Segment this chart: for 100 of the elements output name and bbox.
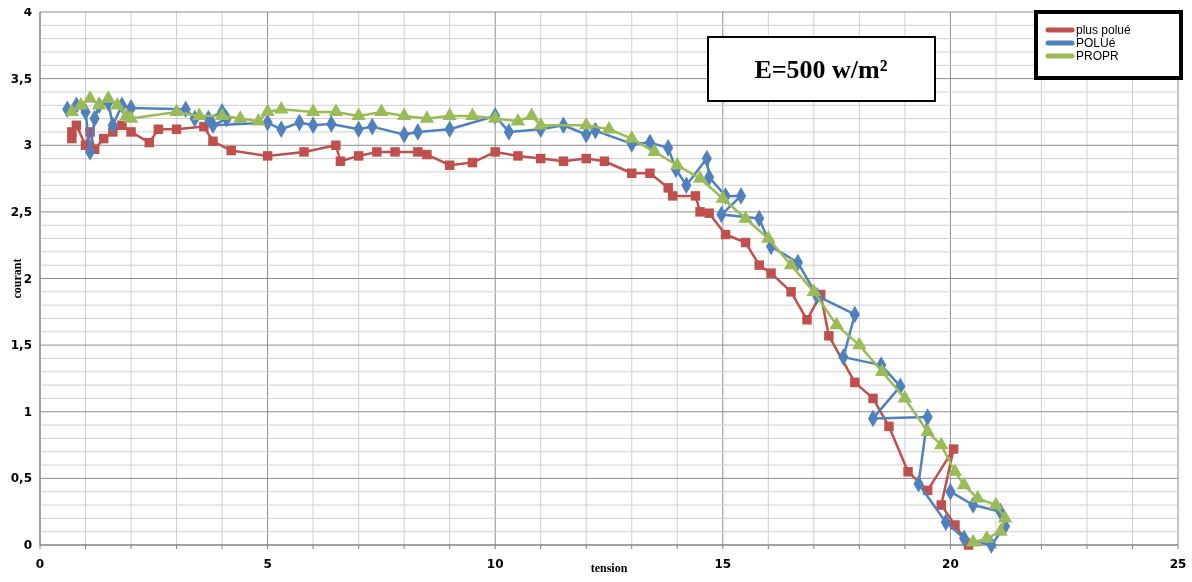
point	[260, 103, 275, 117]
y-tick-label: 1,5	[10, 338, 32, 353]
point	[783, 256, 799, 270]
point	[117, 120, 127, 131]
point	[251, 112, 266, 126]
point	[979, 530, 995, 543]
point	[704, 208, 714, 218]
point	[67, 133, 77, 144]
point	[305, 103, 321, 117]
point	[695, 207, 705, 217]
point	[884, 421, 894, 432]
legend-label: POLUé	[1076, 36, 1116, 50]
point	[262, 151, 273, 161]
point	[558, 156, 569, 166]
point	[647, 143, 662, 157]
point	[829, 316, 844, 330]
point	[101, 90, 116, 103]
point	[806, 283, 822, 296]
point	[390, 147, 400, 157]
point	[897, 390, 913, 403]
point	[274, 100, 289, 114]
point	[824, 331, 834, 341]
y-tick-label: 2	[23, 271, 32, 286]
point	[374, 103, 389, 117]
point	[328, 103, 344, 117]
point	[754, 260, 764, 270]
point	[667, 191, 678, 201]
x-tick-label: 25	[1169, 557, 1187, 571]
point	[335, 156, 346, 166]
point	[956, 476, 972, 490]
point	[123, 110, 139, 123]
point	[169, 103, 184, 117]
point	[465, 107, 480, 121]
point	[920, 423, 935, 436]
point	[467, 157, 478, 168]
point	[874, 363, 890, 376]
point	[73, 96, 89, 110]
y-tick-label: 3,5	[10, 71, 32, 86]
point	[601, 120, 617, 134]
point	[645, 168, 655, 178]
point	[868, 393, 878, 404]
point	[936, 500, 947, 510]
point	[947, 463, 963, 476]
x-tick-label: 15	[714, 557, 732, 571]
y-tick-label: 4	[23, 5, 32, 19]
point	[599, 156, 610, 166]
point	[850, 377, 860, 388]
point	[372, 147, 382, 157]
point	[98, 133, 109, 144]
point	[766, 268, 776, 278]
point	[126, 127, 136, 137]
point	[299, 147, 309, 157]
point	[226, 145, 236, 156]
point	[852, 336, 867, 350]
point	[233, 110, 248, 123]
point	[82, 90, 98, 103]
point	[413, 147, 423, 157]
point	[91, 96, 107, 110]
legend-label: plus polué	[1076, 23, 1132, 37]
point	[192, 107, 207, 121]
x-tick-label: 20	[942, 557, 959, 571]
point	[786, 287, 796, 297]
point	[740, 237, 751, 248]
x-tick-label: 0	[35, 557, 45, 571]
point	[64, 103, 80, 117]
point	[396, 107, 412, 121]
y-tick-label: 1	[23, 404, 32, 419]
point	[71, 120, 82, 131]
point	[513, 151, 523, 161]
point	[524, 107, 539, 121]
point	[948, 444, 959, 454]
point	[970, 490, 985, 503]
point	[331, 140, 341, 150]
point	[720, 229, 731, 240]
y-axis-title: courant	[9, 258, 24, 299]
point	[993, 523, 1008, 536]
point	[351, 107, 366, 121]
legend-label: PROPR	[1076, 49, 1120, 63]
point	[444, 160, 455, 170]
annotation: E=500 w/m²	[754, 55, 888, 84]
point	[738, 210, 753, 223]
point	[692, 170, 708, 183]
point	[153, 124, 164, 134]
point	[510, 112, 526, 126]
point	[965, 534, 981, 547]
y-tick-label: 0,5	[10, 471, 32, 486]
point	[490, 147, 500, 157]
x-tick-label: 10	[486, 557, 504, 571]
point	[934, 436, 949, 450]
point	[802, 315, 812, 325]
point	[624, 130, 639, 143]
point	[442, 107, 457, 121]
point	[533, 116, 548, 130]
point	[690, 191, 701, 201]
point	[535, 153, 546, 164]
point	[903, 466, 913, 477]
point	[419, 110, 435, 123]
point	[988, 496, 1004, 510]
x-tick-label: 5	[263, 557, 272, 571]
point	[663, 183, 673, 193]
